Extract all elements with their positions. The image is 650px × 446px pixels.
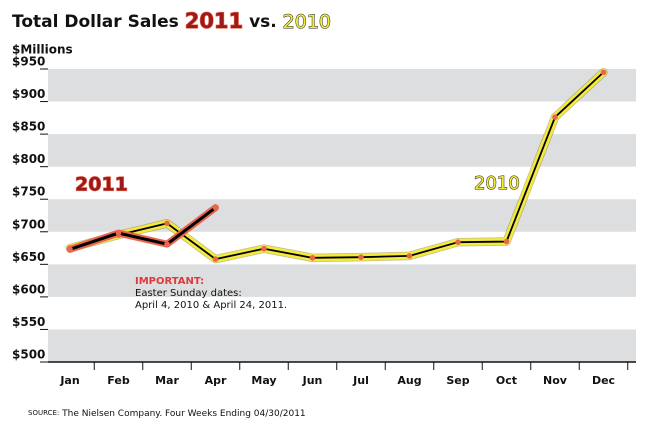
y-tick-label: $850	[12, 120, 45, 134]
x-tick-label: Aug	[397, 374, 421, 387]
y-tick-label: $800	[12, 152, 45, 166]
point	[212, 204, 219, 211]
line	[69, 71, 605, 261]
annotation-line: Easter Sunday dates:	[135, 288, 242, 299]
title-vs: vs.	[249, 12, 277, 32]
point	[455, 239, 461, 245]
annotation-heading: IMPORTANT:	[135, 276, 204, 287]
y-tick-label: $950	[12, 55, 45, 69]
grid-band	[48, 69, 636, 102]
source-label: SOURCE:	[28, 409, 59, 417]
title-2010: 2010	[283, 11, 331, 33]
y-axis-label: $Millions	[12, 43, 73, 57]
point	[503, 238, 510, 245]
series-label: 2010	[474, 173, 520, 194]
point	[115, 230, 122, 236]
y-tick-label: $550	[12, 315, 45, 329]
y-tick-label: $650	[12, 250, 45, 264]
point	[600, 69, 607, 76]
y-tick-label: $600	[12, 282, 45, 296]
annotation-line: April 4, 2010 & April 24, 2011.	[135, 300, 287, 311]
x-tick-label: Dec	[592, 374, 615, 387]
series-label: 2011	[75, 174, 128, 196]
y-tick-label: $700	[12, 217, 45, 231]
x-tick-label: Jun	[302, 374, 323, 387]
point	[309, 255, 316, 261]
x-tick-label: Oct	[496, 374, 517, 387]
x-tick-label: May	[251, 374, 276, 387]
point	[358, 254, 364, 260]
point	[67, 246, 73, 253]
x-tick-label: Mar	[155, 374, 179, 387]
grid-band	[48, 264, 636, 297]
x-tick-label: Feb	[107, 374, 130, 387]
x-tick-label: Sep	[446, 374, 469, 387]
title-text: Total Dollar Sales	[12, 12, 179, 32]
point	[552, 114, 558, 120]
source: SOURCE: The Nielsen Company. Four Weeks …	[28, 409, 306, 419]
line	[68, 206, 217, 251]
title-2011: 2011	[185, 9, 243, 33]
point	[406, 253, 413, 259]
y-tick-label: $750	[12, 185, 45, 199]
x-tick-label: Jul	[352, 374, 369, 387]
y-tick-label: $500	[12, 348, 45, 362]
x-tick-label: Jan	[59, 374, 79, 387]
x-tick-label: Nov	[543, 374, 568, 387]
point	[212, 256, 219, 262]
grid-band	[48, 329, 636, 362]
point	[164, 220, 170, 227]
x-tick-label: Apr	[205, 374, 227, 387]
point	[164, 241, 170, 247]
point	[261, 245, 267, 252]
chart-title: Total Dollar Sales 2011 vs. 2010	[12, 9, 331, 33]
bands	[48, 69, 636, 362]
source-text: The Nielsen Company. Four Weeks Ending 0…	[61, 409, 306, 419]
y-tick-label: $900	[12, 87, 45, 101]
